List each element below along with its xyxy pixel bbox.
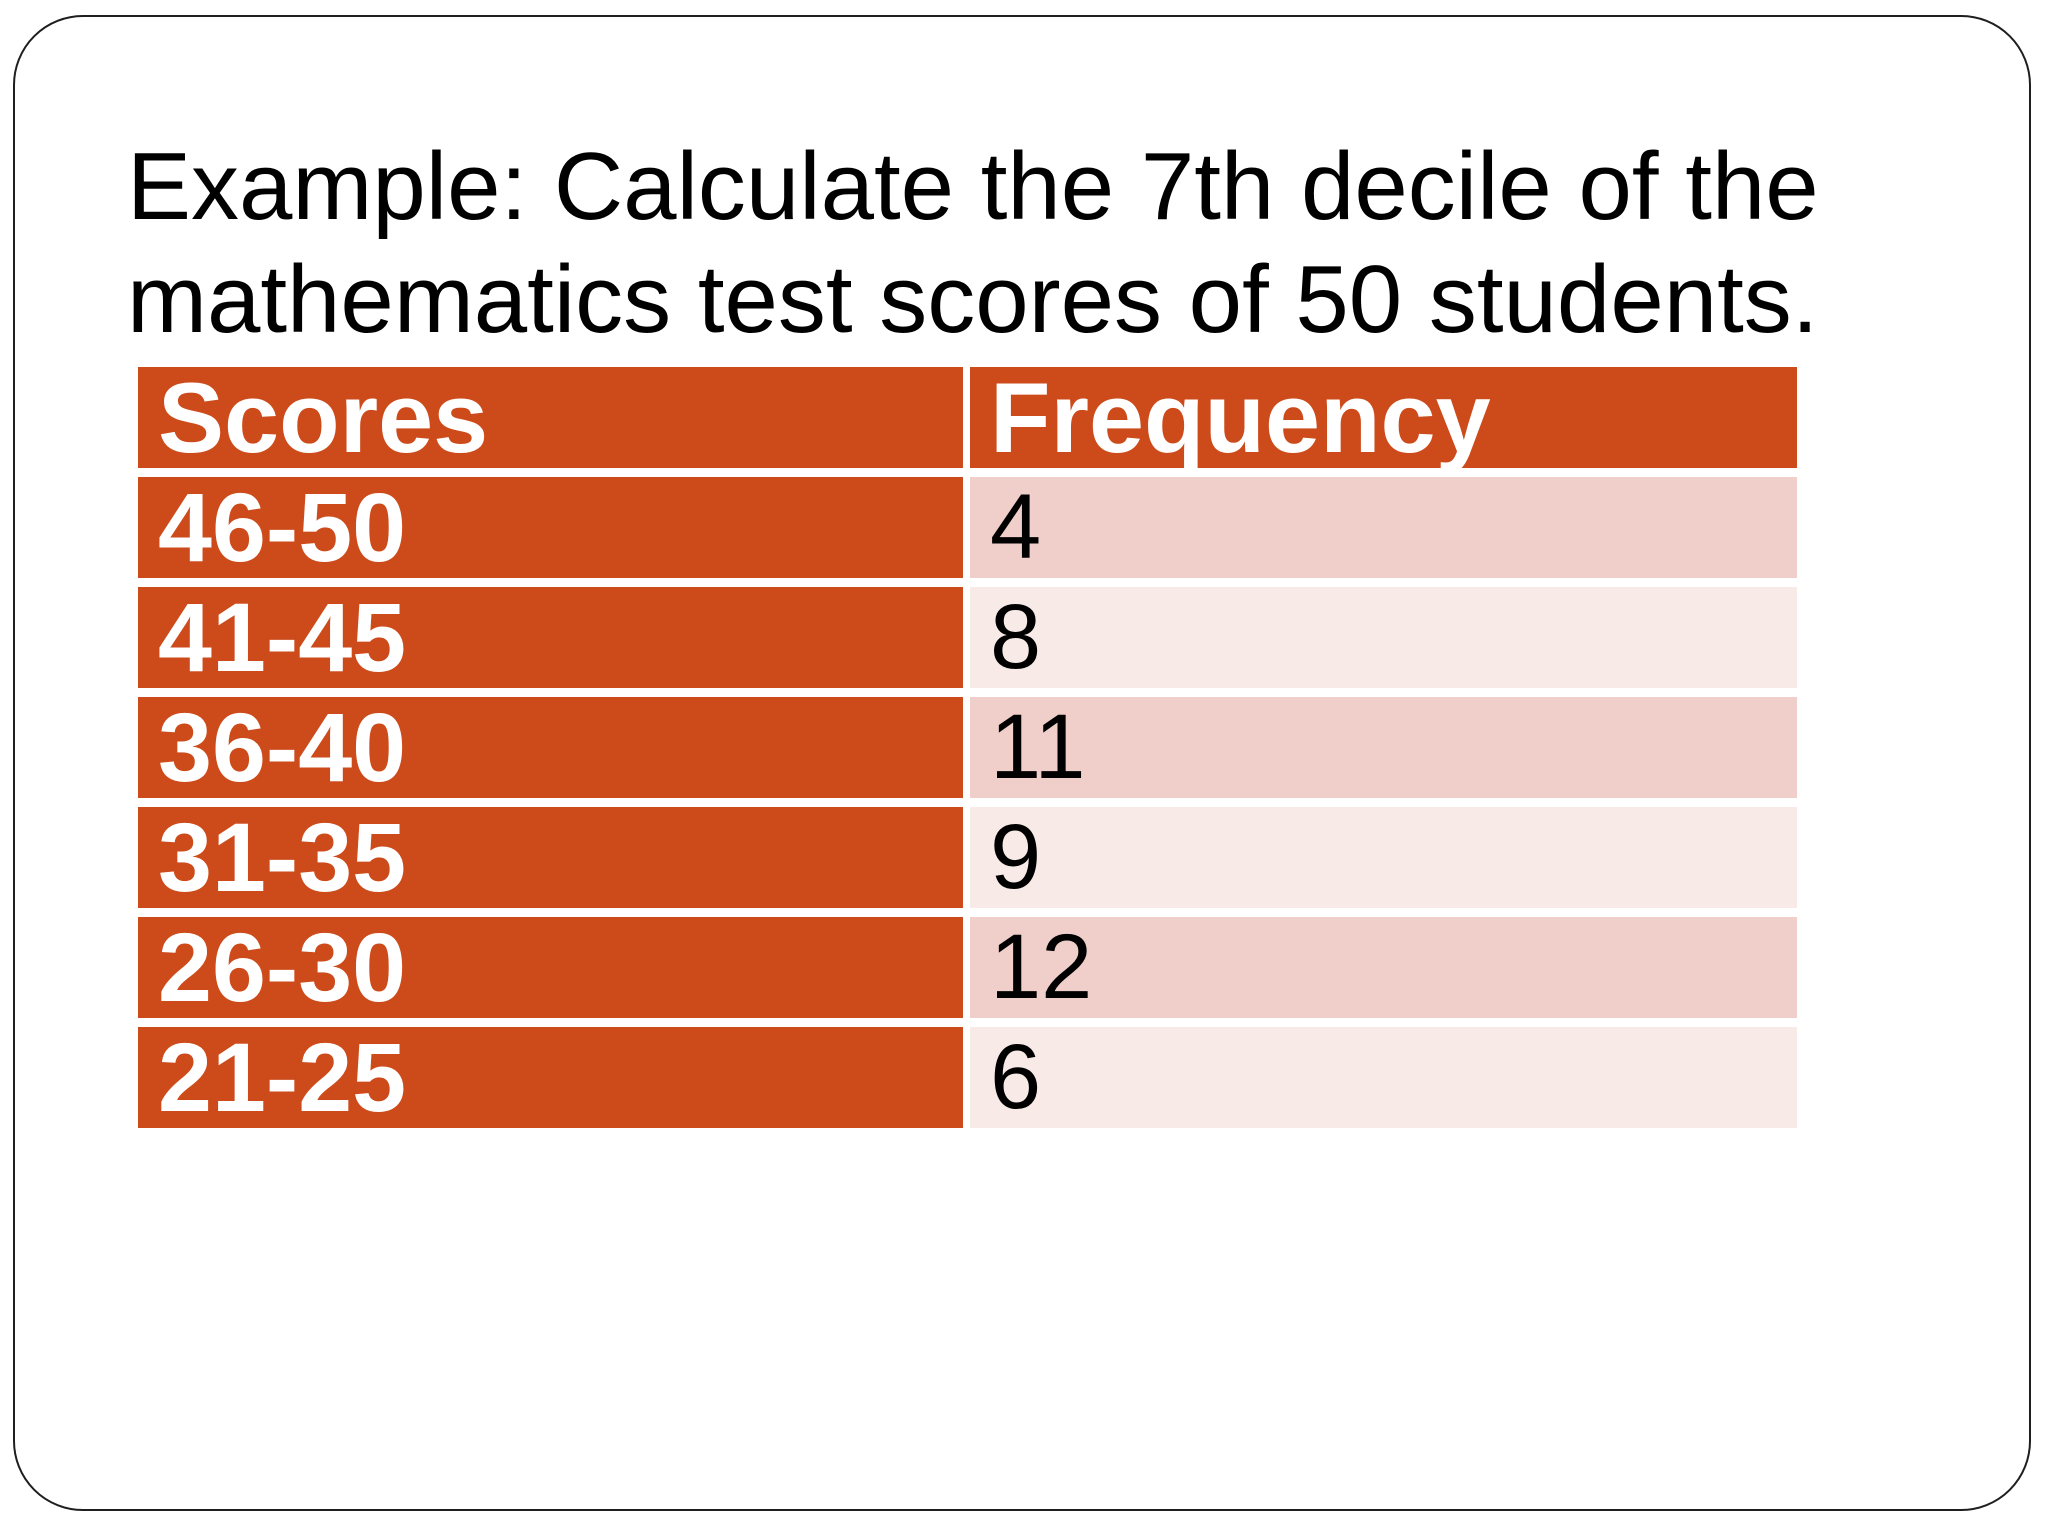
table-row-frequency-cell: 12 — [970, 916, 1797, 1018]
table-header-scores: Scores — [138, 362, 963, 473]
table-row-scores-cell: 31-35 — [138, 803, 963, 912]
table-row-frequency-cell: 4 — [970, 476, 1797, 578]
table-row-scores-cell: 36-40 — [138, 693, 963, 802]
table-row-scores-cell: 46-50 — [138, 473, 963, 582]
table-header-frequency: Frequency — [970, 362, 1797, 473]
slide-title-line-1: Example: Calculate the 7th decile of the — [127, 133, 1819, 240]
table-row-frequency-cell: 11 — [970, 696, 1797, 798]
table-row-scores-cell: 41-45 — [138, 583, 963, 692]
table-row-frequency-cell: 9 — [970, 806, 1797, 908]
slide-title: Example: Calculate the 7th decile of the… — [127, 130, 1887, 356]
table-row-frequency-cell: 6 — [970, 1026, 1797, 1128]
scores-frequency-table: Scores Frequency 46-50 4 41-45 8 36-40 1… — [138, 362, 1797, 1132]
table-row-scores-cell: 26-30 — [138, 913, 963, 1022]
table-row-scores-cell: 21-25 — [138, 1023, 963, 1132]
slide-title-line-2: mathematics test scores of 50 students. — [127, 246, 1819, 353]
table-row-frequency-cell: 8 — [970, 586, 1797, 688]
